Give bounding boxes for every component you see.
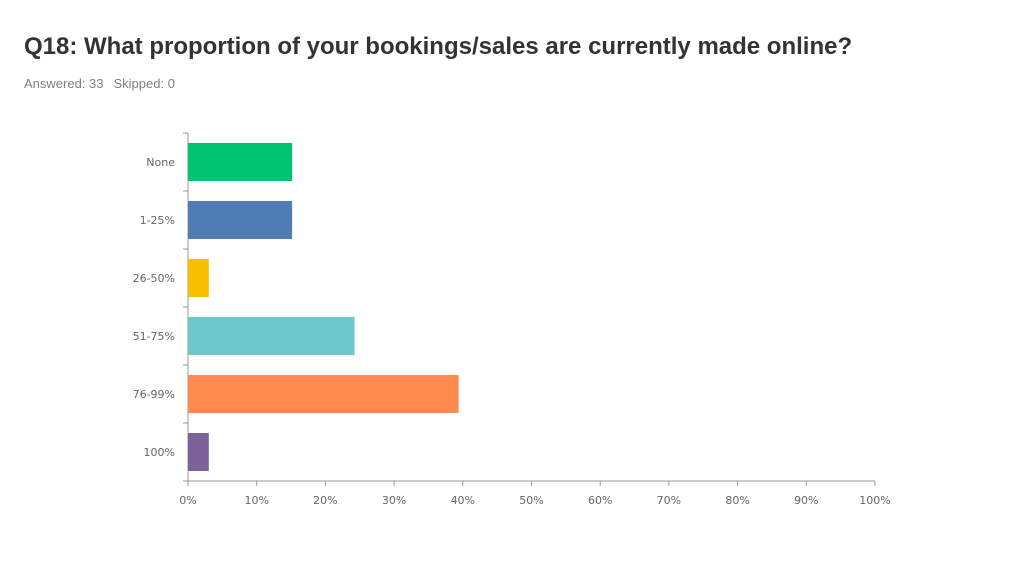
bar [188, 317, 355, 355]
bar [188, 375, 459, 413]
category-label: 76-99% [133, 388, 175, 401]
x-tick-label: 80% [725, 494, 749, 507]
x-tick-label: 20% [313, 494, 337, 507]
answered-count: Answered: 33 [24, 76, 104, 91]
category-label: 51-75% [133, 330, 175, 343]
category-label: 100% [144, 446, 175, 459]
x-tick-label: 30% [382, 494, 406, 507]
bar [188, 201, 293, 239]
category-label: None [146, 156, 175, 169]
x-tick-label: 70% [657, 494, 681, 507]
skipped-count: Skipped: 0 [113, 76, 175, 91]
response-stats: Answered: 33 Skipped: 0 [24, 76, 175, 91]
x-tick-label: 90% [794, 494, 818, 507]
bar [188, 143, 293, 181]
bar [188, 259, 209, 297]
category-label: 26-50% [133, 272, 175, 285]
x-tick-label: 10% [244, 494, 268, 507]
x-tick-label: 0% [179, 494, 196, 507]
x-tick-label: 50% [519, 494, 543, 507]
bar [188, 433, 209, 471]
x-tick-label: 40% [451, 494, 475, 507]
page-title: Q18: What proportion of your bookings/sa… [24, 33, 853, 60]
category-label: 1-25% [140, 214, 175, 227]
x-tick-label: 100% [859, 494, 890, 507]
x-tick-label: 60% [588, 494, 612, 507]
